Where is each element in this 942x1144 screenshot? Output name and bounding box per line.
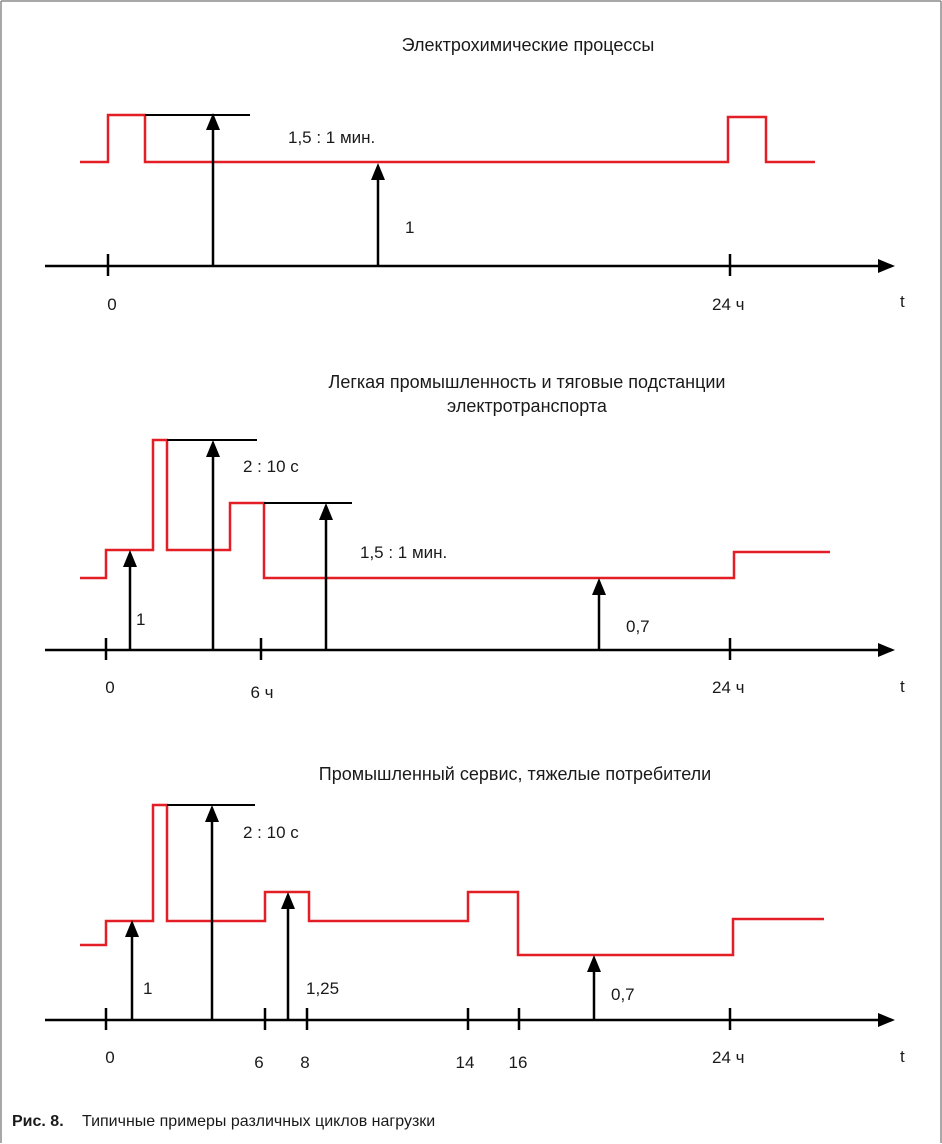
diagram-3-start-arrowhead: [125, 920, 139, 937]
diagram-3-tick-label-8: 8: [300, 1053, 309, 1072]
diagram-2-ratio-label-base: 1,5 : 1 мин.: [360, 543, 447, 562]
diagram-1-level-label: 1: [405, 218, 414, 237]
diagram-3-base-arrowhead: [587, 955, 601, 972]
figure-caption: Рис. 8. Типичные примеры различных цикло…: [12, 1113, 435, 1130]
diagram-3-tick-label-14: 14: [456, 1053, 475, 1072]
diagram-1-axis-arrowhead: [878, 259, 895, 273]
diagram-2-level-label-base: 0,7: [626, 617, 650, 636]
diagram-light-industry: Легкая промышленность и тяговые подстанц…: [45, 372, 905, 702]
caption-prefix: Рис. 8.: [12, 1113, 64, 1130]
diagram-3-ratio-label: 2 : 10 с: [243, 823, 299, 842]
diagram-3-tick-label-16: 16: [509, 1053, 528, 1072]
diagram-3-level-label-base: 0,7: [611, 985, 635, 1004]
diagram-1-ratio-label: 1,5 : 1 мин.: [288, 128, 375, 147]
diagram-2-tick-label-0: 0: [105, 678, 114, 697]
diagram-2-title-line-1: Легкая промышленность и тяговые подстанц…: [329, 372, 726, 392]
diagram-3-level-label-start: 1: [143, 979, 152, 998]
diagram-3-level-label-mid: 1,25: [306, 979, 339, 998]
diagram-3-tick-label-24: 24 ч: [712, 1048, 745, 1067]
diagram-2-load-curve: [80, 438, 830, 580]
diagram-2-mid-arrowhead: [319, 503, 333, 520]
diagram-2-title-line-2: электротранспорта: [447, 396, 608, 416]
diagram-3-axis-arrowhead: [878, 1013, 895, 1027]
diagram-3-axis-symbol: t: [900, 1047, 905, 1066]
diagram-heavy-consumers: Промышленный сервис, тяжелые потребители…: [45, 764, 905, 1072]
diagram-1-title: Электрохимические процессы: [402, 35, 655, 55]
diagram-1-tick-label-0: 0: [107, 295, 116, 314]
diagram-2-base-arrowhead: [592, 578, 606, 595]
diagram-2-level-label-start: 1: [136, 610, 145, 629]
diagram-electrochemical: Электрохимические процессы 1,5 : 1 мин. …: [45, 35, 905, 314]
diagram-3-peak-arrowhead: [205, 805, 219, 822]
diagram-1-peak-arrowhead: [206, 113, 220, 130]
diagram-2-tick-label-24: 24 ч: [712, 678, 745, 697]
diagram-3-tick-label-6: 6: [254, 1053, 263, 1072]
diagram-1-tick-label-24: 24 ч: [712, 295, 745, 314]
diagram-3-tick-label-0: 0: [105, 1048, 114, 1067]
caption-text: Типичные примеры различных циклов нагруз…: [82, 1113, 435, 1130]
diagram-2-axis-symbol: t: [900, 677, 905, 696]
diagram-2-axis-arrowhead: [878, 643, 895, 657]
diagram-2-peak-arrowhead: [206, 440, 220, 457]
diagram-3-load-curve: [80, 803, 824, 957]
diagram-1-load-curve: [80, 113, 815, 164]
diagram-2-tick-label-6: 6 ч: [250, 683, 273, 702]
diagram-1-base-arrowhead: [371, 163, 385, 180]
diagram-2-start-arrowhead: [123, 550, 137, 567]
diagram-3-mid-arrowhead: [281, 892, 295, 909]
diagram-1-axis-symbol: t: [900, 292, 905, 311]
diagram-2-ratio-label-peak: 2 : 10 с: [243, 457, 299, 476]
diagram-3-title: Промышленный сервис, тяжелые потребители: [319, 764, 711, 784]
